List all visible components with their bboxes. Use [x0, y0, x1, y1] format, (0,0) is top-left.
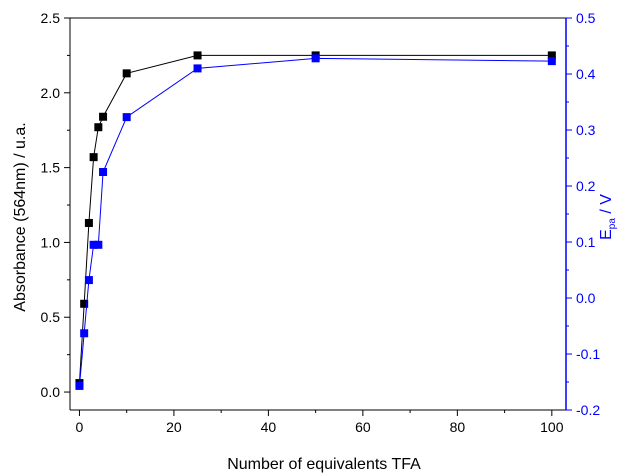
series-1-point — [122, 69, 131, 78]
x-tick-label: 40 — [261, 419, 277, 435]
axis-labels: Number of equivalents TFA Absorbance (56… — [12, 122, 618, 473]
y-right-tick-label: 0.1 — [576, 234, 596, 250]
series-2-line — [78, 57, 552, 386]
axes: 0 20 40 60 80 100 0.0 0.5 1.0 1.5 2.0 2.5 -0.2 -0.1 0.… — [41, 10, 601, 435]
y-left-tick-label: 1.0 — [41, 234, 61, 250]
series-1-point — [89, 153, 98, 162]
y-right-tick-label: 0.5 — [576, 10, 596, 26]
x-axis-label: Number of equivalents TFA — [227, 456, 421, 473]
y-left-tick-label: 2.5 — [41, 10, 61, 26]
series-2-point — [99, 168, 108, 176]
series-1-line — [78, 54, 552, 384]
series-2-point — [80, 329, 89, 338]
y-right-label-subscript: pa — [607, 218, 618, 230]
y-left-tick-label: 0.0 — [41, 384, 61, 400]
series-1-point — [80, 299, 89, 308]
y-left-tick-label: 2.0 — [41, 85, 61, 101]
series-2-point — [193, 64, 202, 73]
series-1-point — [99, 112, 108, 121]
y-left-tick-label: 1.5 — [41, 160, 61, 176]
series-2-point — [84, 276, 93, 285]
series-2-point — [311, 54, 320, 63]
series-2-point — [94, 240, 103, 249]
x-tick-label: 20 — [166, 419, 182, 435]
y-right-label-main: E — [598, 229, 615, 240]
series-1-point — [547, 51, 556, 60]
series-1-point — [193, 51, 202, 60]
y-right-label-suffix: / V — [598, 194, 615, 218]
series-2-point — [75, 381, 84, 390]
series-2-point — [89, 240, 98, 249]
y-right-tick-label: 0.2 — [576, 178, 596, 194]
y-right-tick-label: -0.2 — [576, 402, 600, 418]
x-tick-label: 100 — [540, 419, 564, 435]
x-tick-label: 0 — [76, 419, 84, 435]
y-right-tick-label: 0.4 — [576, 66, 596, 82]
y-right-axis-label: Epa / V — [598, 194, 618, 240]
series-1-point — [84, 218, 93, 227]
y-right-tick-label: 0.0 — [576, 290, 596, 306]
y-right-tick-label: -0.1 — [576, 346, 600, 362]
y-left-axis-label: Absorbance (564nm) / u.a. — [12, 122, 29, 311]
y-right-tick-label: 0.3 — [576, 122, 596, 138]
series-2-point — [122, 113, 131, 122]
x-tick-label: 80 — [450, 419, 466, 435]
series-layer — [75, 51, 556, 390]
x-tick-label: 60 — [355, 419, 371, 435]
series-1-point — [94, 123, 103, 132]
series-2-point — [547, 57, 556, 66]
y-left-tick-label: 0.5 — [41, 309, 61, 325]
